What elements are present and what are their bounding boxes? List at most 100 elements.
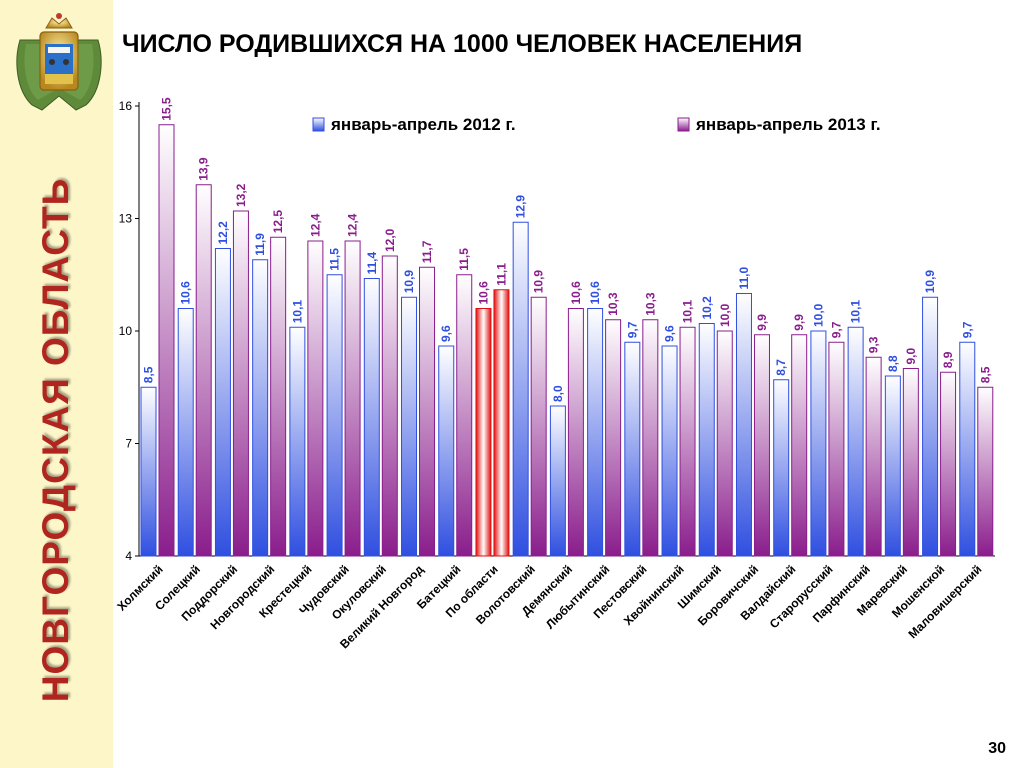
y-tick-label: 16	[119, 99, 133, 113]
data-label: 10,1	[849, 300, 863, 324]
data-label: 10,3	[643, 292, 657, 316]
bar-2012	[922, 296, 939, 557]
data-label: 10,0	[718, 303, 732, 327]
bar-2013	[493, 289, 510, 557]
novgorod-coat-of-arms-icon	[16, 13, 102, 111]
bar-2013	[381, 255, 398, 557]
x-category-label: Любытинский	[543, 562, 612, 631]
data-label: 12,4	[346, 213, 360, 237]
data-label: 9,9	[792, 314, 806, 331]
data-label: 10,9	[402, 270, 416, 294]
bar-2012	[512, 221, 529, 557]
data-label: 12,2	[216, 221, 230, 245]
data-label: 9,6	[663, 325, 677, 342]
data-label: 11,9	[253, 233, 267, 256]
data-label: 10,6	[476, 281, 490, 305]
bar-2013	[753, 334, 770, 557]
data-label: 11,4	[365, 251, 379, 274]
data-label: 9,3	[867, 336, 881, 353]
data-label: 8,7	[774, 359, 788, 376]
data-label: 9,6	[439, 325, 453, 342]
bar-2012	[326, 274, 343, 557]
bar-2012	[549, 405, 566, 557]
data-label: 12,0	[383, 228, 397, 252]
bar-2012	[661, 345, 678, 557]
bar-2013	[828, 341, 845, 557]
bar-2012	[475, 308, 492, 557]
bar-2012	[140, 386, 157, 557]
bar-2013	[158, 124, 175, 557]
bar-2013	[716, 330, 733, 557]
bar-2013	[902, 368, 919, 557]
bar-2013	[977, 386, 994, 557]
data-label: 9,7	[960, 321, 974, 338]
bar-2013	[530, 296, 547, 557]
bar-2012	[363, 278, 380, 557]
data-label: 8,8	[886, 355, 900, 372]
data-label: 10,9	[532, 270, 546, 294]
bar-2013	[642, 319, 659, 557]
bar-2012	[438, 345, 455, 557]
data-label: 9,0	[904, 347, 918, 364]
page-title: ЧИСЛО РОДИВШИХСЯ НА 1000 ЧЕЛОВЕК НАСЕЛЕН…	[122, 30, 803, 58]
legend-swatch	[312, 117, 325, 132]
bar-2013	[270, 236, 287, 557]
data-label: 10,9	[923, 270, 937, 294]
bar-2012	[773, 379, 790, 557]
bar-2013	[419, 266, 436, 557]
legend-label: январь-апрель 2012 г.	[330, 115, 516, 134]
bar-2013	[865, 356, 882, 557]
data-label: 12,5	[271, 210, 285, 234]
data-label: 10,2	[700, 296, 714, 320]
bar-2012	[698, 323, 715, 557]
data-label: 8,9	[941, 351, 955, 368]
y-tick-label: 4	[125, 549, 132, 563]
bar-2013	[567, 308, 584, 557]
data-label: 9,7	[829, 321, 843, 338]
bar-2013	[456, 274, 473, 557]
data-label: 9,9	[755, 314, 769, 331]
y-tick-label: 7	[125, 437, 132, 451]
data-label: 8,0	[551, 385, 565, 402]
data-label: 11,1	[494, 263, 508, 286]
chart-legend: январь-апрель 2012 г. январь-апрель 2013 …	[312, 115, 881, 134]
bar-2013	[940, 371, 957, 557]
bar-2012	[624, 341, 641, 557]
data-label: 12,9	[514, 195, 528, 219]
legend-label: январь-апрель 2013 г.	[695, 115, 881, 134]
data-label: 10,6	[179, 281, 193, 305]
bar-2012	[214, 248, 231, 557]
bar-2013	[195, 184, 212, 557]
page-number: 30	[988, 740, 1006, 757]
bar-2013	[605, 319, 622, 557]
data-label: 10,1	[290, 300, 304, 324]
data-label: 8,5	[142, 366, 156, 383]
bar-2012	[252, 259, 269, 557]
chart-bars: 8,515,5Холмский10,613,9Солецкий12,213,2П…	[114, 97, 994, 651]
y-tick-label: 10	[119, 324, 133, 338]
data-label: 11,5	[328, 248, 342, 271]
data-label: 13,2	[234, 183, 248, 207]
data-label: 15,5	[160, 97, 174, 121]
sidebar-panel: НОВГОРОДСКАЯ ОБЛАСТЬ	[0, 0, 113, 768]
bar-2013	[232, 210, 249, 557]
data-label: 10,0	[811, 303, 825, 327]
bar-2012	[810, 330, 827, 557]
bar-2013	[344, 240, 361, 557]
bar-2013	[679, 326, 696, 557]
data-label: 10,6	[588, 281, 602, 305]
data-label: 11,0	[737, 266, 751, 289]
bar-2013	[791, 334, 808, 557]
bar-2012	[289, 326, 306, 557]
bar-2012	[587, 308, 604, 557]
bar-2012	[735, 293, 752, 557]
x-category-label: Новгородский	[207, 562, 277, 632]
data-label: 10,1	[681, 300, 695, 324]
bar-2013	[307, 240, 324, 557]
data-label: 10,3	[606, 292, 620, 316]
data-label: 13,9	[197, 157, 211, 181]
bar-2012	[401, 296, 418, 557]
bar-2012	[177, 308, 194, 557]
legend-swatch	[677, 117, 690, 132]
